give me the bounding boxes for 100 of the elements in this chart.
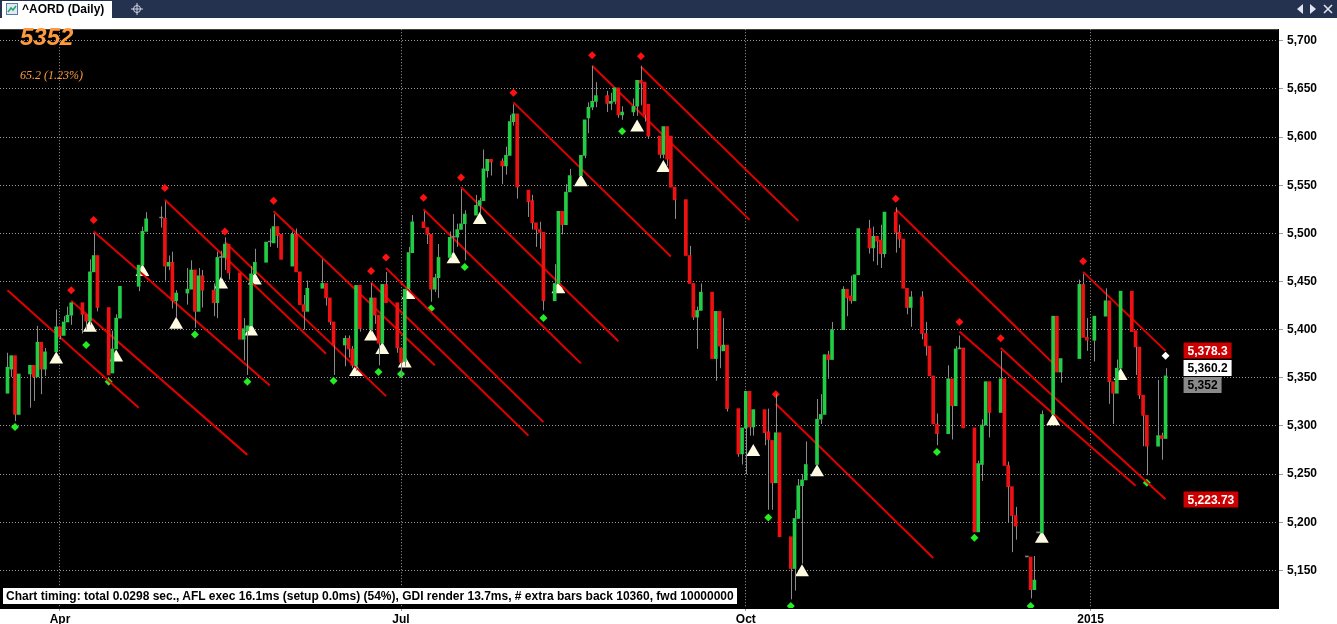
point: [329, 376, 338, 385]
candlestick: [163, 201, 167, 282]
candlestick: [609, 92, 613, 111]
candlestick: [560, 210, 564, 235]
x-tick-label: Oct: [735, 611, 756, 624]
candlestick: [1055, 315, 1059, 373]
point: [89, 215, 98, 224]
point: [656, 159, 671, 172]
candlestick: [635, 79, 639, 117]
candlestick: [826, 350, 831, 380]
y-tick-label: 5,650: [1287, 81, 1318, 96]
annotation: Chart timing: total 0.0298 sec., AFL exec 16.1ms (setup 0.0ms) (54%), GDI render 13.7ms, # extra bars back 10360, fwd 10000000: [2, 587, 738, 605]
y-tick-label: 5,500: [1287, 225, 1318, 240]
point: [764, 513, 773, 522]
candlestick: [16, 373, 21, 415]
point: [220, 227, 229, 236]
point: [636, 52, 645, 61]
annotation: 5,378.3: [1187, 343, 1228, 358]
candlestick: [264, 241, 268, 263]
point: [573, 174, 588, 187]
y-tick-label: 5,350: [1287, 370, 1318, 385]
candlestick: [875, 235, 879, 266]
candlestick: [710, 291, 714, 359]
candlestick: [893, 206, 898, 254]
point: [269, 196, 278, 205]
point: [375, 341, 390, 354]
candlestick: [953, 345, 958, 407]
y-tick-label: 5,300: [1287, 418, 1318, 433]
point: [419, 193, 428, 202]
point: [746, 443, 761, 456]
y-tick-label: 5,600: [1287, 129, 1318, 144]
point: [996, 334, 1005, 343]
point: [83, 319, 97, 332]
point: [932, 447, 941, 456]
candlestick: [845, 288, 849, 317]
y-tick-label: 5,250: [1287, 466, 1318, 481]
candlestick: [43, 347, 47, 377]
point: [374, 368, 383, 377]
point: [49, 351, 64, 364]
annotation: 5,223.73: [1187, 492, 1235, 507]
candlestick: [1156, 379, 1160, 447]
candlestick: [402, 288, 407, 367]
y-tick-label: 5,450: [1287, 273, 1318, 288]
candlestick: [766, 408, 771, 511]
y-tick-label: 5,150: [1287, 562, 1318, 577]
annotation: 5352: [20, 23, 74, 51]
candlestick: [61, 315, 66, 336]
point: [630, 119, 645, 132]
point: [618, 127, 627, 136]
point: [810, 464, 824, 477]
point: [1046, 413, 1061, 426]
candlestick: [788, 536, 793, 600]
candlestick: [474, 194, 478, 216]
candlestick: [743, 390, 748, 475]
point: [382, 253, 391, 262]
candlestick: [841, 285, 846, 331]
point: [367, 266, 376, 275]
chart-title: ^AORD (Daily): [22, 2, 105, 16]
candlestick: [500, 157, 505, 185]
point: [190, 330, 199, 339]
candlestick: [193, 269, 197, 329]
point: [1079, 257, 1088, 266]
point: [169, 316, 184, 329]
candlestick: [106, 307, 111, 376]
point: [456, 173, 465, 182]
y-tick-label: 5,700: [1287, 33, 1318, 48]
candlestick: [815, 398, 819, 465]
y-tick-label: 5,550: [1287, 177, 1318, 192]
candlestick: [773, 393, 778, 484]
candlestick: [1051, 315, 1055, 415]
point: [891, 194, 900, 203]
point: [160, 184, 169, 193]
annotation: 65.2 (1.23%): [20, 68, 83, 83]
candlestick: [871, 226, 876, 262]
candlestick: [39, 341, 44, 395]
annotation: 5,360.2: [1187, 361, 1228, 376]
candlestick: [54, 308, 59, 353]
candlestick: [13, 355, 17, 422]
y-tick-label: 5,200: [1287, 514, 1318, 529]
y-tick-label: 5,400: [1287, 321, 1318, 336]
x-tick-label: 2015: [1077, 611, 1105, 624]
candlestick: [384, 271, 388, 304]
candlestick: [725, 344, 729, 413]
candlestick: [946, 364, 951, 435]
candlestick: [320, 258, 325, 289]
candlestick: [342, 334, 347, 367]
candlestick: [28, 364, 32, 409]
candlestick: [174, 289, 178, 319]
candlestick: [249, 265, 253, 327]
candlestick: [736, 408, 741, 458]
candlestick: [530, 194, 535, 231]
annotation: 5,352: [1187, 378, 1218, 393]
candlestick: [931, 375, 936, 425]
candlestick: [714, 311, 718, 382]
candlestick: [740, 427, 744, 465]
point: [460, 263, 469, 272]
candlestick: [751, 409, 756, 437]
candlestick: [620, 105, 624, 121]
point: [509, 88, 518, 97]
candlestick: [380, 284, 385, 344]
